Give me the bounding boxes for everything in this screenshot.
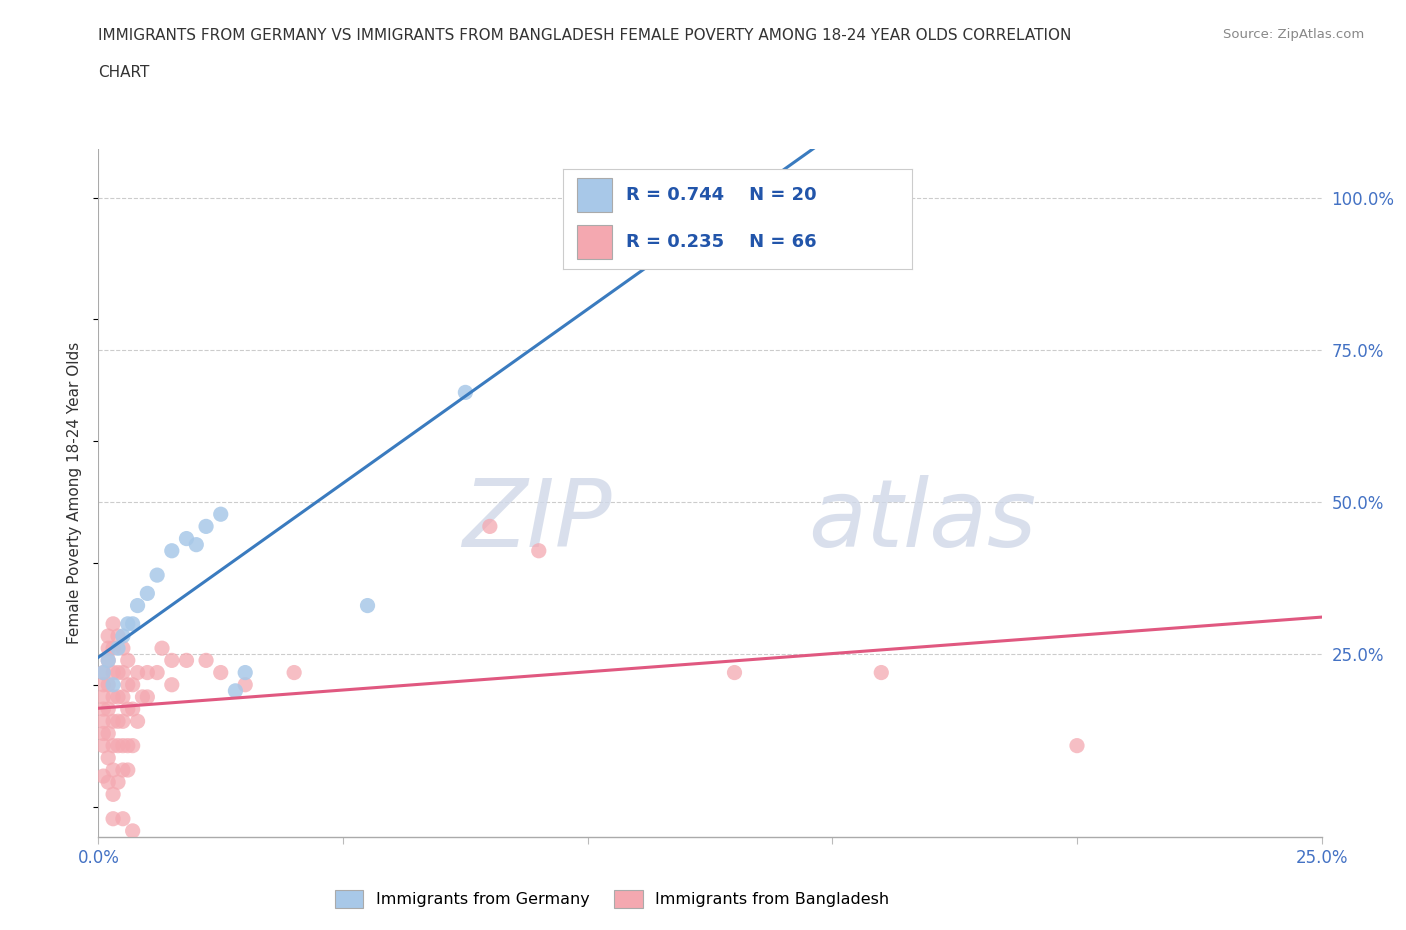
Point bbox=[117, 677, 139, 692]
Point bbox=[160, 653, 183, 668]
Point bbox=[91, 726, 114, 741]
Text: CHART: CHART bbox=[98, 65, 150, 80]
Point bbox=[224, 684, 246, 698]
Point bbox=[160, 543, 183, 558]
Point bbox=[101, 738, 124, 753]
Point bbox=[91, 665, 114, 680]
Point bbox=[111, 641, 134, 656]
Point bbox=[209, 665, 232, 680]
Point bbox=[478, 519, 501, 534]
Point bbox=[136, 689, 159, 704]
Point bbox=[107, 629, 129, 644]
Point bbox=[97, 726, 120, 741]
Point bbox=[117, 738, 139, 753]
Point bbox=[91, 701, 114, 716]
Point bbox=[107, 714, 129, 729]
Text: Source: ZipAtlas.com: Source: ZipAtlas.com bbox=[1223, 28, 1364, 41]
Point bbox=[117, 701, 139, 716]
Point bbox=[107, 689, 129, 704]
Point bbox=[117, 763, 139, 777]
Point bbox=[107, 665, 129, 680]
Point bbox=[136, 665, 159, 680]
Point bbox=[91, 738, 114, 753]
Y-axis label: Female Poverty Among 18-24 Year Olds: Female Poverty Among 18-24 Year Olds bbox=[67, 342, 83, 644]
Point bbox=[283, 665, 305, 680]
Point bbox=[97, 653, 120, 668]
Point bbox=[97, 677, 120, 692]
Point bbox=[111, 629, 134, 644]
Point bbox=[97, 653, 120, 668]
Point bbox=[111, 763, 134, 777]
Point bbox=[91, 677, 114, 692]
Point bbox=[101, 763, 124, 777]
Point bbox=[356, 598, 378, 613]
Point bbox=[176, 531, 198, 546]
Point bbox=[101, 787, 124, 802]
Point bbox=[209, 507, 232, 522]
Point bbox=[127, 598, 149, 613]
Point bbox=[91, 689, 114, 704]
Point bbox=[870, 665, 893, 680]
Point bbox=[626, 190, 648, 205]
Point bbox=[121, 738, 143, 753]
Point bbox=[127, 665, 149, 680]
Text: atlas: atlas bbox=[808, 475, 1036, 566]
Point bbox=[121, 823, 143, 838]
Point bbox=[111, 665, 134, 680]
Point bbox=[97, 641, 120, 656]
Point bbox=[111, 811, 134, 826]
Point bbox=[101, 714, 124, 729]
Point bbox=[146, 665, 169, 680]
Point bbox=[121, 617, 143, 631]
Point bbox=[111, 714, 134, 729]
Point bbox=[117, 617, 139, 631]
Point bbox=[91, 665, 114, 680]
Point bbox=[91, 714, 114, 729]
Point bbox=[111, 738, 134, 753]
Point bbox=[101, 617, 124, 631]
Point bbox=[527, 543, 550, 558]
Point bbox=[723, 665, 745, 680]
Point bbox=[101, 677, 124, 692]
Point bbox=[136, 586, 159, 601]
Point bbox=[127, 714, 149, 729]
Point bbox=[186, 538, 208, 552]
Point bbox=[91, 769, 114, 784]
Text: ZIP: ZIP bbox=[463, 475, 612, 566]
Text: IMMIGRANTS FROM GERMANY VS IMMIGRANTS FROM BANGLADESH FEMALE POVERTY AMONG 18-24: IMMIGRANTS FROM GERMANY VS IMMIGRANTS FR… bbox=[98, 28, 1071, 43]
Point bbox=[233, 665, 256, 680]
Point bbox=[176, 653, 198, 668]
Point bbox=[233, 677, 256, 692]
Point bbox=[1066, 738, 1088, 753]
Point bbox=[131, 689, 153, 704]
Point bbox=[101, 689, 124, 704]
Point bbox=[101, 641, 124, 656]
Point bbox=[454, 385, 477, 400]
Point bbox=[107, 738, 129, 753]
Point bbox=[107, 775, 129, 790]
Point bbox=[111, 689, 134, 704]
Point bbox=[97, 751, 120, 765]
Point bbox=[150, 641, 173, 656]
Point bbox=[195, 653, 218, 668]
Point bbox=[101, 665, 124, 680]
Point bbox=[97, 701, 120, 716]
Legend: Immigrants from Germany, Immigrants from Bangladesh: Immigrants from Germany, Immigrants from… bbox=[335, 890, 890, 909]
Point bbox=[97, 775, 120, 790]
Point bbox=[97, 629, 120, 644]
Point bbox=[121, 701, 143, 716]
Point bbox=[117, 653, 139, 668]
Point bbox=[195, 519, 218, 534]
Point bbox=[107, 641, 129, 656]
Point bbox=[121, 677, 143, 692]
Point bbox=[101, 811, 124, 826]
Point bbox=[146, 567, 169, 582]
Point bbox=[160, 677, 183, 692]
